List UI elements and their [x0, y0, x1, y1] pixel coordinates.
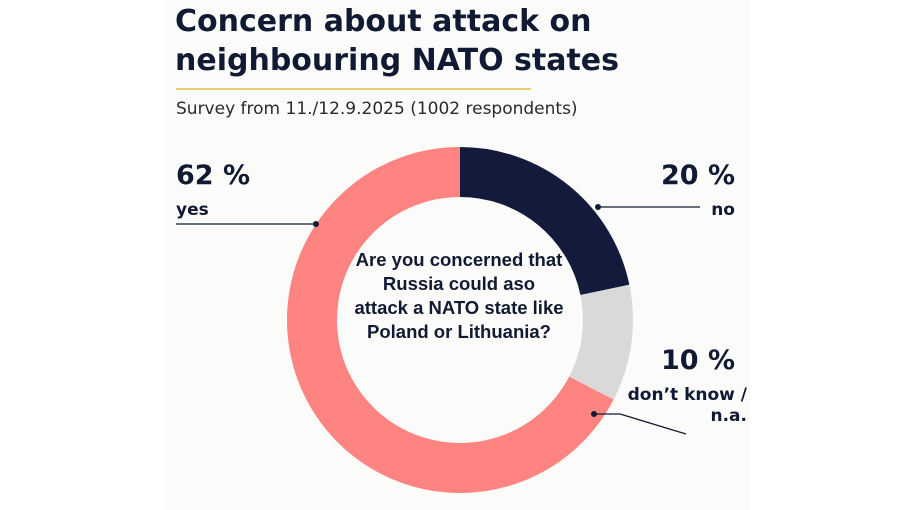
chart-panel — [165, 0, 750, 510]
no-leader-dot — [595, 204, 601, 210]
dont-know-percentage: 10 % — [660, 345, 735, 376]
dont-know-leader — [594, 413, 687, 435]
yes-percentage: 62 % — [176, 160, 251, 191]
chart-subtitle: Survey from 11./12.9.2025 (1002 responde… — [176, 99, 578, 119]
no-label: no — [711, 200, 735, 220]
center-question: Are you concerned that Russia could aso … — [354, 249, 564, 342]
title-underline — [176, 88, 531, 90]
no-percentage: 20 % — [660, 160, 735, 191]
yes-label: yes — [176, 200, 209, 220]
chart-title: Concern about attack on neighbouring NAT… — [175, 4, 620, 78]
dont-know-leader-dot — [591, 411, 597, 417]
yes-slice — [287, 147, 614, 493]
no-slice — [459, 147, 630, 296]
dont-know-slice — [568, 284, 633, 400]
dont-know-label: don’t know / n.a. — [627, 385, 747, 426]
yes-leader-dot — [313, 221, 319, 227]
